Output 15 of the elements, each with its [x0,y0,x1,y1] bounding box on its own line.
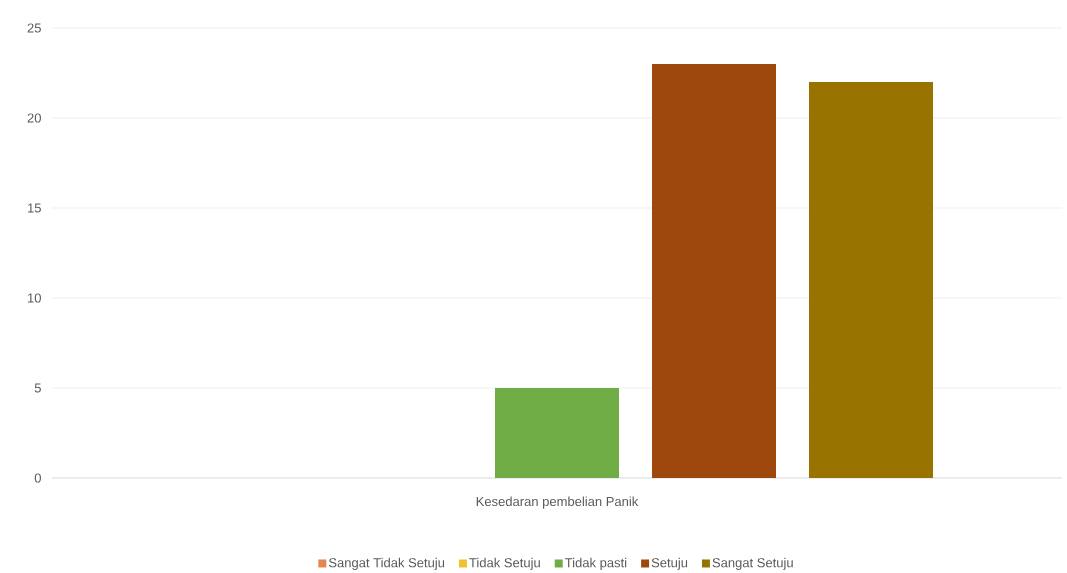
bar [809,81,933,478]
legend-label: Setuju [651,557,688,570]
x-tick-label: Kesedaran pembelian Panik [476,496,639,509]
bar [652,63,776,478]
legend-label: Tidak pasti [565,557,627,570]
y-tick-label: 15 [28,203,41,213]
y-tick-label: 5 [34,383,41,393]
y-tick-label: 10 [28,293,41,303]
y-tick-label: 0 [34,473,41,483]
legend-label: Sangat Tidak Setuju [328,557,445,570]
legend-label: Sangat Setuju [712,557,793,570]
y-tick-label: 20 [27,113,41,123]
y-tick-label: 25 [27,23,41,33]
bar [495,387,619,478]
legend-label: Tidak Setuju [469,557,540,570]
